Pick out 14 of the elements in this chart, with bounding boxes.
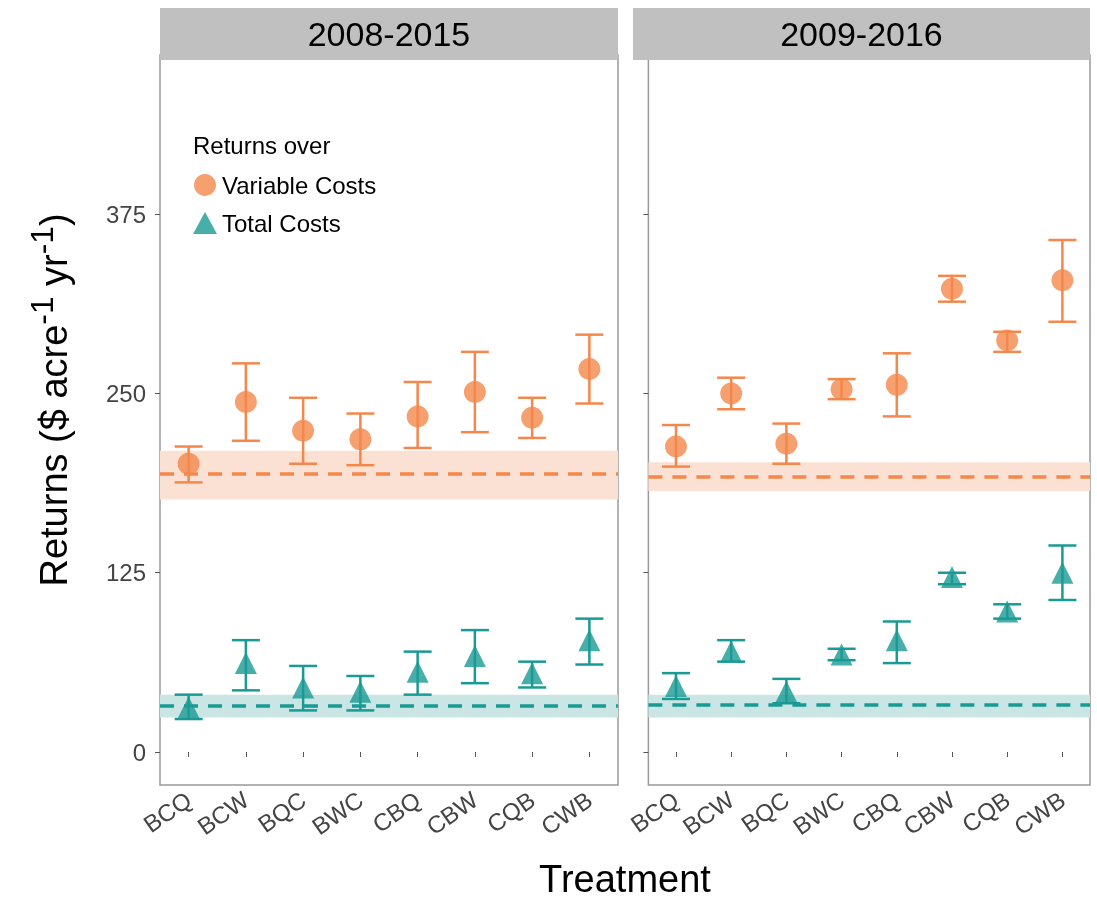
legend-label: Total Costs [222,209,341,237]
panel-header: 2009-2016 [633,8,1090,60]
legend-title: Returns over [193,131,331,159]
legend-label: Variable Costs [222,171,377,199]
y-tick-label: 250 [105,379,146,407]
x-tick-label: CBQ [367,785,426,838]
x-axis-title: Treatment [538,858,712,901]
y-tick-label: 0 [132,738,146,766]
x-tick-label: BQC [252,785,311,838]
x-tick-label: BCQ [138,785,197,838]
y-tick-label: 125 [105,559,146,587]
y-tick-label: 375 [105,200,146,228]
panel-header: 2008-2015 [160,8,618,60]
x-tick-label: CBQ [846,785,905,838]
